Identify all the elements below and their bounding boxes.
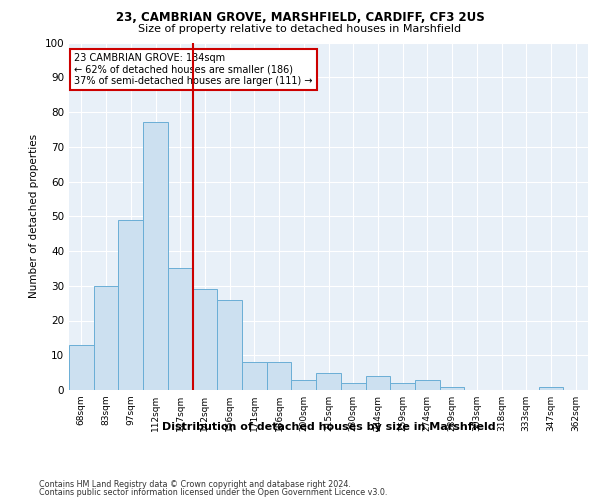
Bar [390, 383, 415, 390]
Bar [69, 345, 94, 390]
Text: Distribution of detached houses by size in Marshfield: Distribution of detached houses by size … [162, 422, 496, 432]
Bar [292, 380, 316, 390]
Bar [440, 386, 464, 390]
Bar [365, 376, 390, 390]
Bar [267, 362, 292, 390]
Bar [193, 289, 217, 390]
Text: Size of property relative to detached houses in Marshfield: Size of property relative to detached ho… [139, 24, 461, 34]
Text: Contains public sector information licensed under the Open Government Licence v3: Contains public sector information licen… [39, 488, 388, 497]
Bar [143, 122, 168, 390]
Text: Contains HM Land Registry data © Crown copyright and database right 2024.: Contains HM Land Registry data © Crown c… [39, 480, 351, 489]
Bar [341, 383, 365, 390]
Bar [118, 220, 143, 390]
Text: 23, CAMBRIAN GROVE, MARSHFIELD, CARDIFF, CF3 2US: 23, CAMBRIAN GROVE, MARSHFIELD, CARDIFF,… [116, 11, 484, 24]
Bar [415, 380, 440, 390]
Text: 23 CAMBRIAN GROVE: 134sqm
← 62% of detached houses are smaller (186)
37% of semi: 23 CAMBRIAN GROVE: 134sqm ← 62% of detac… [74, 53, 313, 86]
Bar [217, 300, 242, 390]
Bar [94, 286, 118, 390]
Bar [316, 372, 341, 390]
Bar [168, 268, 193, 390]
Bar [242, 362, 267, 390]
Y-axis label: Number of detached properties: Number of detached properties [29, 134, 39, 298]
Bar [539, 386, 563, 390]
